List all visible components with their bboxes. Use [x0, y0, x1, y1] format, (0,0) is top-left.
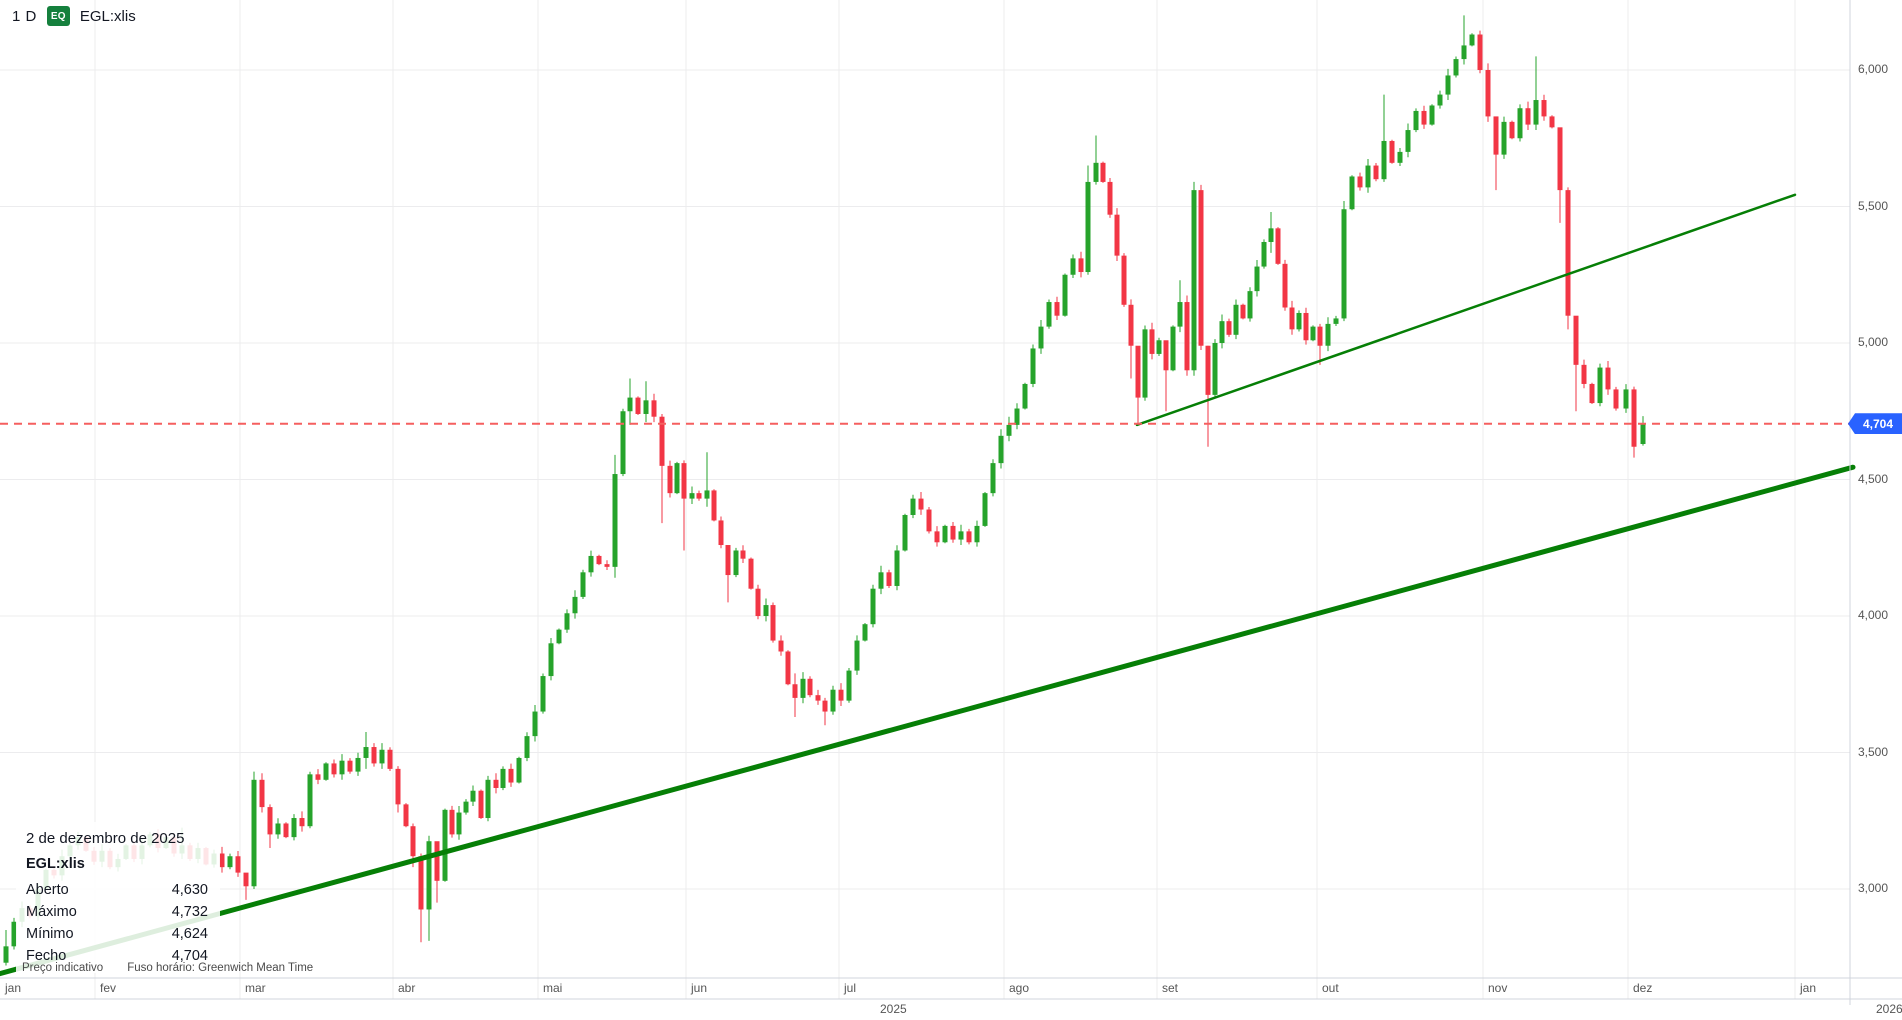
month-label: mar: [245, 981, 266, 995]
price-axis-label: 5,500: [1858, 198, 1889, 213]
month-label: abr: [398, 981, 416, 995]
timezone-note[interactable]: Fuso horário: Greenwich Mean Time: [127, 962, 314, 974]
price-axis-label: 6,000: [1858, 62, 1889, 76]
month-label: fev: [100, 981, 117, 995]
price-axis-label: 4,000: [1858, 608, 1889, 622]
tooltip-row: Fecho 4,704: [26, 945, 208, 967]
ohlc-tooltip: 2 de dezembro de 2025 EGL:xlis Aberto 4,6…: [16, 822, 220, 973]
tooltip-row-value: 4,704: [171, 948, 208, 964]
tooltip-row: Aberto 4,630: [26, 879, 208, 901]
tooltip-date: 2 de dezembro de 2025: [26, 830, 185, 847]
current-price-tag: 4,704: [1848, 413, 1902, 435]
tooltip-row-label: Fecho: [26, 948, 67, 964]
month-label: nov: [1488, 981, 1508, 995]
price-axis-label: 3,000: [1858, 881, 1889, 895]
month-label: mai: [543, 981, 563, 995]
tooltip-row: Mínimo 4,624: [26, 923, 208, 945]
tooltip-row-value: 4,732: [171, 904, 208, 920]
instrument-type-badge: EQ: [46, 6, 70, 26]
year-label: 2026: [1876, 1002, 1902, 1016]
month-label: out: [1322, 981, 1339, 995]
month-label: set: [1162, 981, 1179, 995]
tooltip-row-label: Máximo: [26, 904, 77, 920]
tooltip-row-label: Aberto: [26, 882, 69, 898]
tooltip-row-value: 4,624: [171, 926, 208, 942]
time-axis[interactable]: jan fev mar abr mai jun jul ago set out nov dez jan 2…: [0, 978, 1902, 1020]
tooltip-symbol: EGL:xlis: [26, 856, 85, 872]
month-label: jun: [691, 981, 708, 995]
price-axis[interactable]: 4,704 6,000 5,500 5,000 4,500 4,000 3,500 3,00…: [1848, 0, 1902, 1005]
trendline-primary[interactable]: [0, 464, 1856, 977]
symbol-name[interactable]: EGL:xlis: [79, 7, 136, 25]
grid-layer: [0, 0, 1850, 999]
month-label: ago: [1009, 981, 1030, 995]
timeframe-selector[interactable]: 1 D: [12, 7, 37, 25]
month-label: jan: [5, 981, 22, 995]
indicative-price-note: Preço indicativo: [22, 962, 104, 974]
month-label: dez: [1633, 981, 1653, 995]
chart-footnotes: Preço indicativo Fuso horário: Greenwich…: [22, 962, 313, 974]
price-axis-label: 4,500: [1858, 471, 1889, 486]
price-axis-label: 3,500: [1858, 744, 1889, 759]
price-axis-label: 5,000: [1858, 335, 1889, 349]
tooltip-row: Máximo 4,732: [26, 901, 208, 923]
candlestick-series: [3, 15, 1646, 966]
chart-header: 1 D EQ EGL:xlis: [12, 6, 136, 26]
tooltip-row-label: Mínimo: [26, 926, 74, 942]
tooltip-row-value: 4,630: [171, 882, 208, 898]
month-label: jan: [1800, 981, 1817, 995]
trendline-secondary[interactable]: [1135, 193, 1797, 427]
month-label: jul: [844, 981, 857, 995]
year-label: 2025: [880, 1002, 907, 1016]
